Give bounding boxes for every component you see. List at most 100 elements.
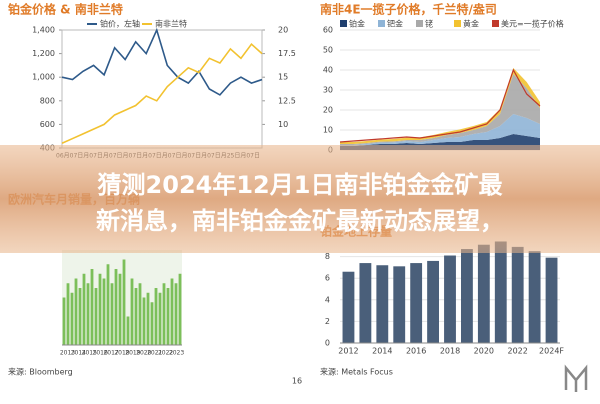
bar [461,249,473,343]
bar [150,302,154,345]
source-note: 来源: Metals Focus [320,368,393,377]
y-tick-label: 1,400 [32,26,55,35]
x-tick-label: 2020 [474,347,494,356]
headline-line: 新消息，南非铂金金矿最新动态展望， [96,207,504,235]
bar [477,244,490,343]
y-tick-label: 4 [325,295,330,304]
x-tick-label: 2014 [71,350,86,357]
bar [178,273,182,345]
x-tick-label: 2022 [508,347,528,356]
y-tick-label: 17.5 [278,49,296,58]
legend-label: 铑 [425,19,433,29]
bar [66,283,70,345]
y-tick-label: 10 [278,120,288,129]
bar [444,255,456,343]
bar [134,288,138,345]
legend-swatch [378,20,385,27]
line-series [339,68,541,143]
bar [528,251,541,343]
x-tick-label: 2018 [114,350,129,357]
x-tick-label: 2019 [125,350,140,357]
bar [511,246,524,343]
bar [106,264,110,345]
y-tick-label: 6 [325,274,330,283]
y-tick-label: 2 [325,317,330,326]
bar [494,241,507,343]
bar [154,288,158,345]
bar [122,259,126,345]
source-note: 来源: Bloomberg [8,368,73,377]
bar [130,278,134,345]
bar [170,278,174,345]
bar [158,292,162,345]
line-series [61,27,263,96]
x-tick-label: 2017 [103,350,118,357]
y-tick-label: 600 [40,120,55,129]
bar [62,297,66,345]
legend-label: 铂金 [349,19,365,29]
bar [427,260,439,343]
y-tick-label: 50 [323,46,333,55]
bar [138,283,142,345]
bar [146,292,150,345]
area-series [340,68,540,144]
legend-label: 黄金 [463,19,479,29]
x-tick-label: 2016 [406,347,426,356]
y-tick-label: 8 [325,252,330,261]
bar [118,273,122,345]
x-tick-label: 2024F [539,347,564,356]
y-tick-label: 20 [278,26,288,35]
bar [82,273,86,345]
bar [78,288,82,345]
x-tick-label: 2021 [147,350,162,357]
x-tick-label: 2015 [82,350,97,357]
x-tick-label: 2013 [60,350,75,357]
chart-title: 铂金价格 & 南非兰特 [8,2,123,17]
x-tick-label: 2018 [440,347,460,356]
bar [114,269,118,345]
y-tick-label: 800 [40,96,55,105]
bar [90,269,94,345]
y-tick-label: 40 [323,66,333,75]
area-series [340,74,540,145]
y-tick-label: 1,200 [32,49,55,58]
legend-label: 南非兰特 [155,19,187,29]
bar [102,278,106,345]
x-tick-label: 2023 [169,350,184,357]
y-tick-label: 1,000 [32,73,55,82]
x-tick-label: 2020 [136,350,151,357]
legend-swatch [492,20,499,27]
legend-label: 美元=一揽子价格 [501,19,564,29]
bar [376,265,389,343]
legend-label: 铂价，左轴 [100,19,140,29]
legend-swatch [416,20,423,27]
bar [94,288,98,345]
x-tick-label: 2022 [158,350,173,357]
bar [70,292,74,345]
page-number: 16 [292,377,302,386]
y-tick-label: 15 [278,73,288,82]
line-series [61,42,263,145]
y-tick-label: 20 [323,106,333,115]
y-tick-label: 30 [323,86,333,95]
bar [110,283,114,345]
y-tick-label: 10 [323,126,333,135]
bar [126,316,130,345]
bar [142,297,146,345]
bar [545,257,558,343]
bar [393,266,406,343]
bar [174,283,178,345]
bar [86,283,90,345]
legend-swatch [454,20,461,27]
area-series [340,114,540,146]
legend-label: 钯金 [387,19,403,29]
x-tick-label: 2016 [93,350,108,357]
x-tick-label: 2014 [372,347,392,356]
chart-title: 南非4E一揽子价格，千兰特/盎司 [320,2,497,17]
logo [564,364,588,392]
bar [342,271,355,343]
headline-band [0,145,600,253]
x-tick-label: 2012 [338,347,358,356]
bar [98,273,102,345]
